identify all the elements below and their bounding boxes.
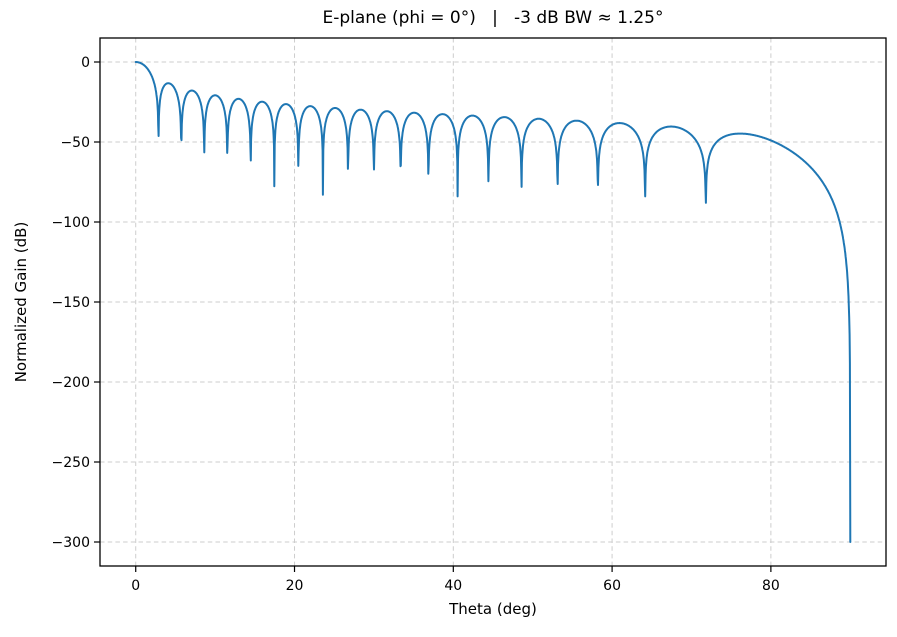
- y-tick-label: −150: [52, 295, 90, 311]
- x-tick-label: 40: [444, 578, 462, 594]
- y-axis-label: Normalized Gain (dB): [12, 221, 30, 383]
- y-tick-label: −100: [52, 215, 90, 231]
- x-tick-label: 80: [762, 578, 780, 594]
- x-axis-label: Theta (deg): [449, 600, 537, 618]
- gain-curve: [134, 61, 852, 543]
- x-tick-label: 20: [286, 578, 304, 594]
- y-tick-label: −250: [52, 455, 90, 471]
- curve-layer: [134, 61, 852, 543]
- y-tick-label: −300: [52, 535, 90, 551]
- grid-layer: [100, 38, 886, 566]
- y-tick-label: 0: [81, 55, 90, 71]
- x-tick-label: 0: [131, 578, 140, 594]
- y-tick-label: −50: [60, 135, 90, 151]
- x-tick-label: 60: [603, 578, 621, 594]
- y-tick-label: −200: [52, 375, 90, 391]
- tick-layer: 0 20 40 60 80 0 −50 −100 −150 −200 −250 −300: [52, 55, 780, 594]
- chart-title: E-plane (phi = 0°) | -3 dB BW ≈ 1.25°: [322, 8, 664, 28]
